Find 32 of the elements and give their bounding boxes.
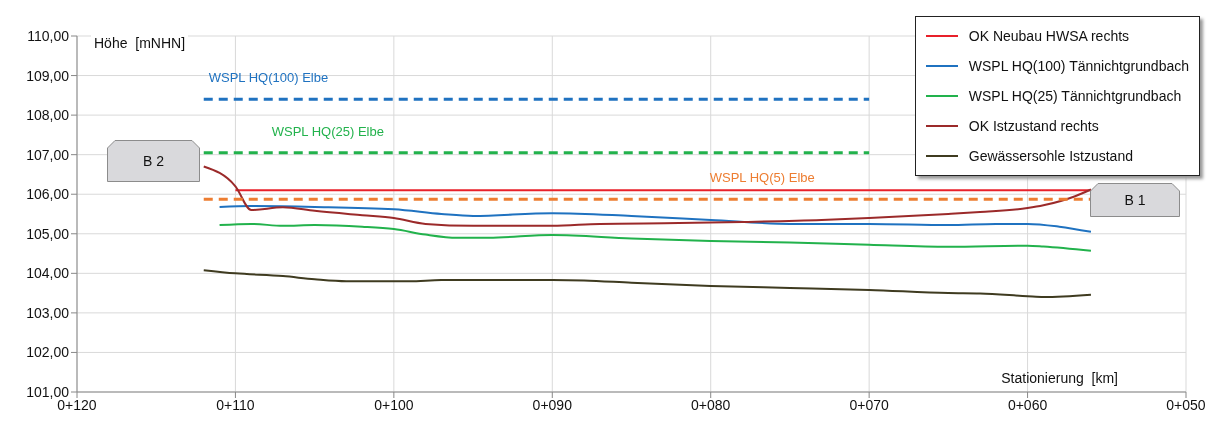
x-tick-label: 0+060 [1007, 396, 1048, 413]
x-tick-label: 0+080 [691, 396, 731, 413]
x-tick-label: 0+090 [532, 396, 573, 413]
x-tick-label: 0+100 [374, 396, 414, 413]
x-axis-title: Stationierung [km] [1001, 370, 1118, 386]
line-series [218, 205, 1092, 233]
legend-label: WSPL HQ(25) Tännichtgrundbach [967, 87, 1183, 106]
line-series [218, 222, 1092, 252]
legend-label: OK Istzustand rechts [967, 117, 1100, 136]
series-label: WSPL HQ(100) Elbe [208, 70, 329, 86]
y-tick-label: 107,00 [26, 146, 70, 163]
x-tick-label: 0+050 [1166, 396, 1206, 413]
y-tick-label: 102,00 [26, 344, 70, 361]
legend-label: WSPL HQ(100) Tännichtgrundbach [967, 57, 1189, 76]
y-tick-label: 109,00 [26, 67, 70, 84]
y-tick-label: 104,00 [26, 265, 70, 282]
series-label: WSPL HQ(25) Elbe [271, 123, 384, 139]
legend-label: Gewässersohle Istzustand [967, 147, 1134, 166]
y-tick-label: 105,00 [26, 225, 70, 242]
legend-label: OK Neubau HWSA rechts [967, 27, 1131, 46]
x-tick-label: 0+070 [849, 396, 890, 413]
y-tick-label: 108,00 [26, 107, 70, 124]
y-axis-title: Höhe [mNHN] [91, 35, 189, 51]
x-tick-label: 0+110 [216, 396, 255, 413]
line-series [202, 269, 1092, 299]
y-tick-label: 110,00 [27, 27, 70, 44]
annotation: B 2 [142, 153, 164, 169]
series-label: WSPL HQ(5) Elbe [709, 170, 815, 186]
line-series [202, 165, 1092, 227]
annotation: B 1 [1124, 192, 1146, 208]
y-tick-label: 103,00 [26, 304, 70, 321]
y-tick-label: 106,00 [26, 186, 70, 203]
